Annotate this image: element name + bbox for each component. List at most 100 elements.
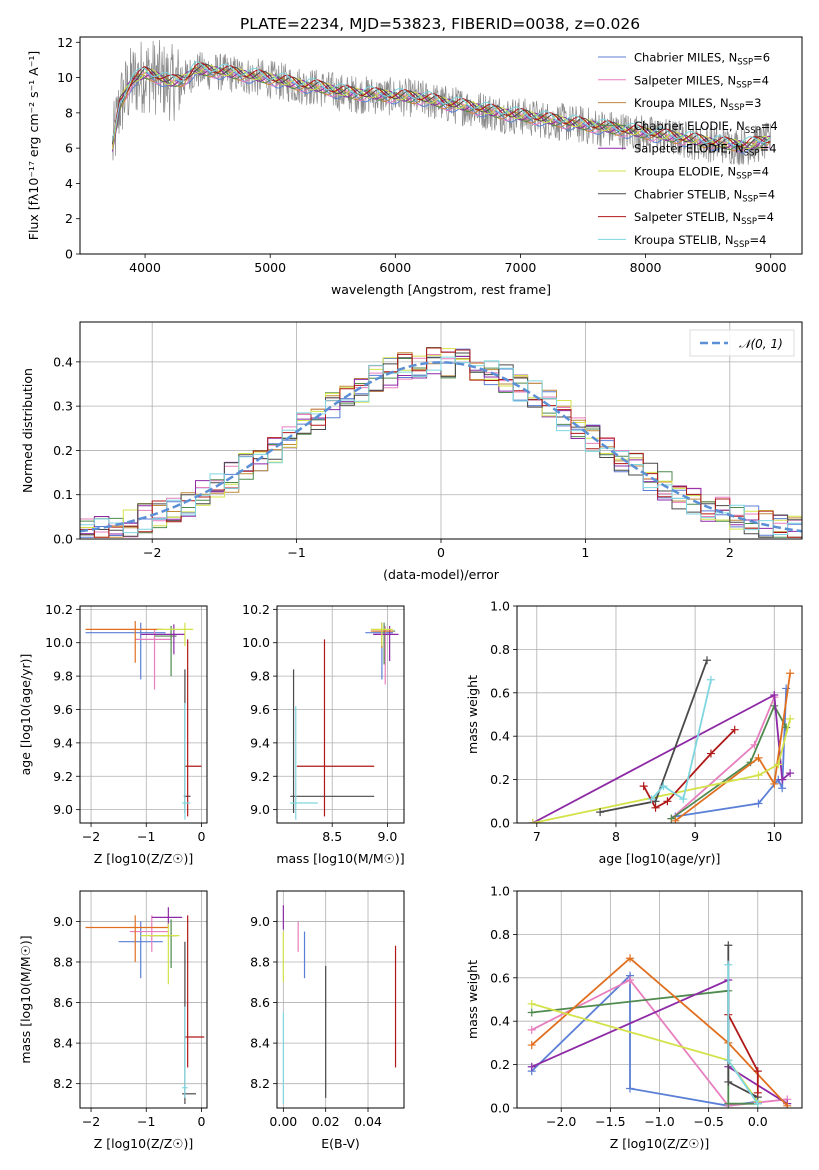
legend: Chabrier MILES, NSSP=6 Salpeter MILES, NS…	[598, 51, 778, 250]
x-tick-label: 0	[198, 829, 206, 844]
x-tick-label: 0	[198, 1114, 206, 1129]
x-tick-label: 8	[612, 829, 620, 844]
weight-marker	[659, 782, 668, 791]
weight-marker	[527, 999, 536, 1008]
x-axis-label: Z [log10(Z/Z☉)]	[94, 851, 194, 866]
y-axis-label: mass weight	[465, 960, 480, 1039]
model-line	[112, 67, 771, 151]
panel-age-vs-mass: 8.5 9.0 9.0 9.2 9.4 9.6 9.8 10.0 10.2 mass [log10…	[242, 602, 404, 866]
y-tick-label: 0.4	[53, 354, 73, 369]
panel-mass-vs-reddening: 0.00 0.02 0.04 8.2 8.4 8.6 8.8 9.0 E(B-V)	[250, 890, 405, 1151]
y-tick-label: 9.0	[53, 914, 73, 929]
weight-marker	[528, 819, 537, 823]
y-tick-label: 0.6	[490, 685, 510, 700]
x-axis-label: Z [log10(Z/Z☉)]	[610, 1136, 710, 1151]
x-tick-label: −1	[287, 545, 305, 560]
legend-label: Kroupa ELODIE, NSSP=4	[634, 165, 769, 182]
panel-weight-vs-age: 7 8 9 10 0.0 0.2 0.4 0.6 0.8 1.0 age [log10(age/yr…	[465, 599, 803, 866]
weight-line	[532, 718, 791, 823]
y-tick-label: 8.8	[250, 954, 270, 969]
x-axis-label: wavelength [Angstrom, rest frame]	[331, 282, 551, 297]
y-tick-label: 2	[65, 211, 73, 226]
weight-marker	[527, 1041, 536, 1050]
plot-area	[528, 656, 795, 823]
plot-area	[527, 941, 792, 1108]
y-tick-label: 9.0	[250, 914, 270, 929]
legend-label: Salpeter ELODIE, NSSP=4	[634, 142, 777, 159]
histogram-step	[80, 347, 802, 538]
y-tick-label: 0.2	[490, 1057, 510, 1072]
axes-frame	[79, 36, 803, 255]
x-tick-label: 7	[533, 829, 541, 844]
legend: 𝒩(0, 1)	[689, 329, 795, 357]
x-tick-label: −1.5	[595, 1114, 625, 1129]
weight-marker	[753, 1099, 762, 1108]
x-tick-label: 8.5	[322, 829, 342, 844]
weight-marker	[724, 941, 733, 950]
model-line	[112, 61, 771, 147]
legend-label: Chabrier ELODIE, NSSP=4	[634, 119, 778, 136]
y-tick-label: 9.6	[250, 702, 270, 717]
y-tick-label: 8.4	[53, 1036, 73, 1051]
y-tick-label: 9.0	[53, 802, 73, 817]
x-tick-label: −1.0	[644, 1114, 674, 1129]
legend-label: Salpeter STELIB, NSSP=4	[634, 210, 774, 227]
weight-marker	[639, 782, 648, 791]
axes-frame	[79, 890, 208, 1109]
gaussian-curve	[80, 361, 802, 533]
weight-line	[531, 989, 758, 1105]
legend-label: 𝒩(0, 1)	[739, 337, 783, 351]
y-tick-label: 8.2	[250, 1076, 270, 1091]
axes-frame	[516, 605, 803, 824]
x-tick-label: 9.0	[377, 829, 397, 844]
x-tick-label: 4000	[129, 260, 161, 275]
panel-residuals: −2 −1 0 1 2 0.0 0.1 0.2 0.3 0.4 (data-model)/error…	[20, 321, 803, 582]
x-tick-label: 8000	[630, 260, 662, 275]
weight-marker	[786, 669, 795, 678]
weight-marker	[626, 975, 635, 984]
axes-frame	[276, 890, 405, 1109]
panel-weight-vs-metallicity: −2.0 −1.5 −1.0 −0.5 0.0 0.0 0.2 0.4 0.6 0.8 1.0 Z […	[465, 884, 803, 1151]
plot-area	[282, 905, 397, 1104]
y-tick-label: 9.8	[53, 669, 73, 684]
model-line	[112, 63, 771, 149]
weight-marker	[778, 784, 787, 793]
x-tick-label: −1	[137, 1114, 155, 1129]
panel-mass-vs-metallicity: −2 −1 0 8.2 8.4 8.6 8.8 9.0 Z [log10(Z/Z☉)] mass …	[18, 890, 208, 1151]
x-tick-label: 0.02	[312, 1114, 340, 1129]
y-axis-label: age [log10(age/yr)]	[18, 654, 33, 776]
weight-marker	[706, 749, 715, 758]
x-tick-label: −1	[137, 829, 155, 844]
weight-marker	[527, 1008, 536, 1017]
plot-area	[85, 907, 205, 1104]
y-tick-label: 12	[57, 35, 73, 50]
weight-marker	[703, 656, 711, 665]
weight-marker	[754, 753, 763, 762]
y-tick-label: 0.8	[490, 927, 510, 942]
plot-area	[80, 347, 802, 538]
y-tick-label: 0.2	[490, 772, 510, 787]
weight-line	[531, 973, 758, 1107]
y-tick-label: 9.4	[250, 735, 270, 750]
y-tick-label: 8.8	[53, 954, 73, 969]
weight-marker	[730, 725, 739, 734]
weight-marker	[724, 960, 733, 969]
panel-age-vs-metallicity: −2 −1 0 9.0 9.2 9.4 9.6 9.8 10.0 10.2 Z [log10(Z/Z…	[18, 602, 208, 866]
weight-marker	[778, 775, 787, 784]
x-axis-label: age [log10(age/yr)]	[599, 851, 721, 866]
y-tick-label: 9.8	[250, 669, 270, 684]
x-tick-label: −2.0	[546, 1114, 576, 1129]
weight-marker	[770, 690, 779, 699]
weight-marker	[527, 1062, 536, 1071]
x-tick-label: 2	[726, 545, 734, 560]
weight-marker	[786, 769, 795, 778]
weight-marker	[679, 795, 688, 804]
x-tick-label: −2	[82, 829, 100, 844]
weight-marker	[663, 797, 672, 806]
weight-marker	[527, 1025, 536, 1034]
plot-area	[112, 39, 772, 165]
x-tick-label: 7000	[505, 260, 537, 275]
x-tick-label: 9	[691, 829, 699, 844]
weight-marker	[671, 816, 680, 823]
